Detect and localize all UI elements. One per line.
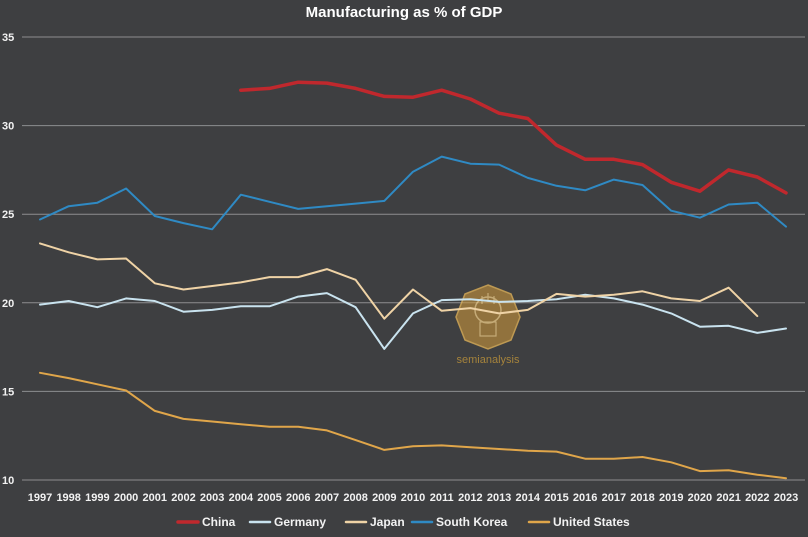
legend-label-japan: Japan (370, 515, 405, 529)
gridlines (22, 36, 805, 481)
x-tick-label: 2019 (659, 492, 683, 504)
y-axis-ticks: 10 15 20 25 30 35 (2, 32, 14, 487)
legend: China Germany Japan South Korea United State… (176, 515, 630, 529)
series-line-china (239, 80, 788, 195)
x-tick-label: 2023 (774, 492, 798, 504)
x-tick-label: 2001 (143, 492, 167, 504)
x-tick-label: 2004 (229, 492, 254, 504)
y-tick-label: 10 (2, 475, 14, 487)
y-tick-label: 35 (2, 32, 14, 44)
y-tick-label: 25 (2, 209, 14, 221)
x-tick-label: 2006 (286, 492, 310, 504)
series-line-germany (39, 292, 787, 350)
series-line-japan (39, 242, 759, 320)
x-tick-label: 2017 (602, 492, 626, 504)
legend-label-united-states: United States (553, 515, 630, 529)
watermark-text: semianalysis (457, 354, 520, 366)
legend-label-china: China (202, 515, 236, 529)
y-tick-label: 15 (2, 386, 14, 398)
x-tick-label: 1999 (85, 492, 109, 504)
x-tick-label: 2020 (688, 492, 712, 504)
x-axis-ticks: 1997 1998 1999 2000 2001 2002 2003 2004 2005 2006… (28, 492, 798, 504)
x-tick-label: 2014 (516, 492, 541, 504)
x-tick-label: 2010 (401, 492, 425, 504)
series-line-south-korea (39, 155, 787, 231)
chip-hand-logo-icon (455, 284, 521, 350)
x-tick-label: 2021 (716, 492, 740, 504)
x-tick-label: 2007 (315, 492, 339, 504)
y-tick-label: 20 (2, 298, 14, 310)
watermark-logo: semianalysis (455, 284, 521, 366)
x-tick-label: 2005 (257, 492, 281, 504)
x-tick-label: 2000 (114, 492, 138, 504)
x-tick-label: 2015 (544, 492, 568, 504)
x-tick-label: 1997 (28, 492, 52, 504)
x-tick-label: 2012 (458, 492, 482, 504)
x-tick-label: 2008 (343, 492, 367, 504)
y-tick-label: 30 (2, 121, 14, 133)
x-tick-label: 2016 (573, 492, 597, 504)
x-tick-label: 2011 (430, 492, 454, 504)
x-tick-label: 2009 (372, 492, 396, 504)
x-tick-label: 2022 (745, 492, 769, 504)
legend-label-germany: Germany (274, 515, 326, 529)
series-lines (39, 80, 788, 480)
x-tick-label: 2002 (171, 492, 195, 504)
legend-label-south-korea: South Korea (436, 515, 508, 529)
series-line-united-states (39, 371, 787, 480)
x-tick-label: 2013 (487, 492, 511, 504)
x-tick-label: 1998 (56, 492, 80, 504)
chart-title: Manufacturing as % of GDP (306, 4, 503, 21)
x-tick-label: 2018 (630, 492, 654, 504)
x-tick-label: 2003 (200, 492, 224, 504)
